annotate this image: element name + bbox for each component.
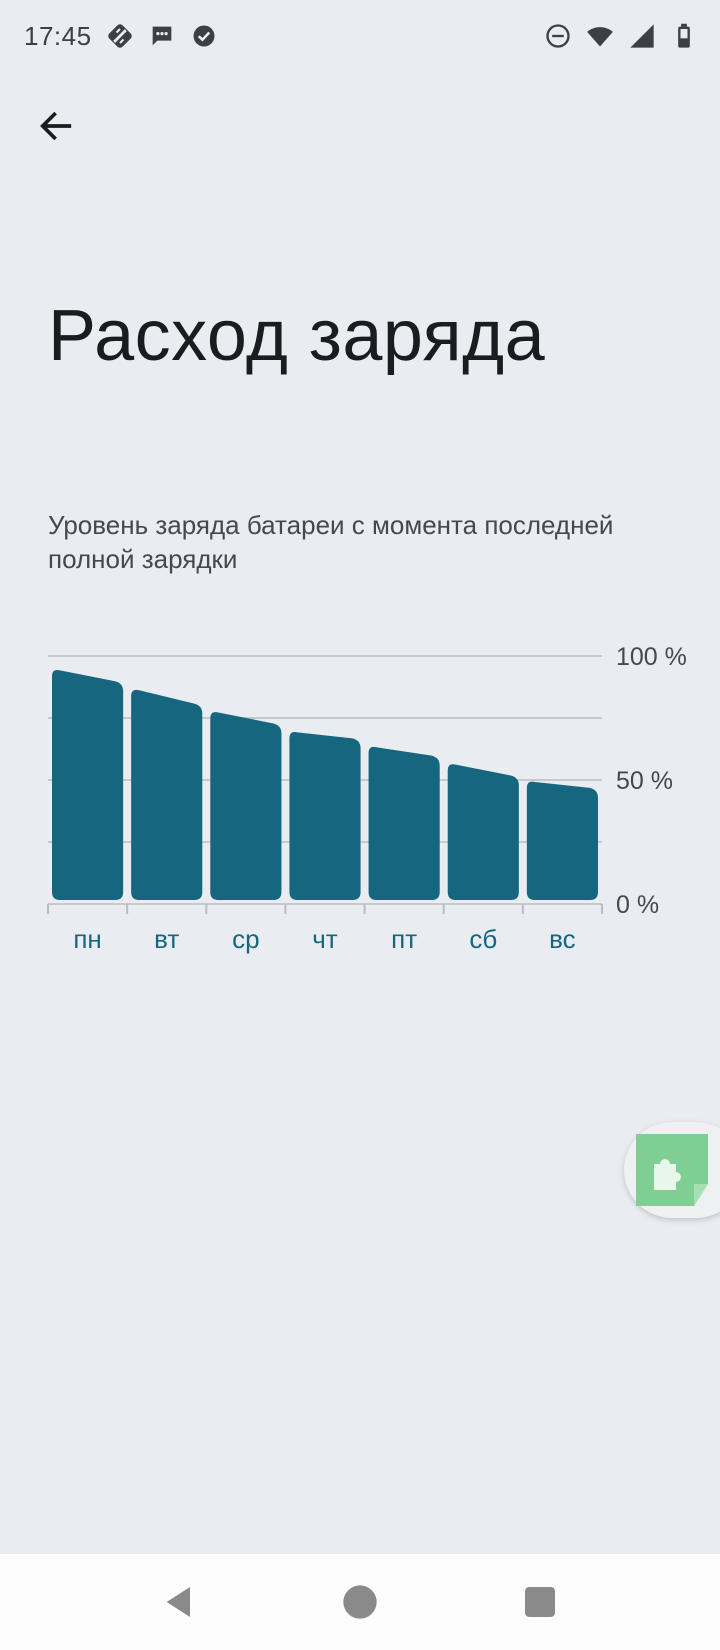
sync-off-icon — [106, 22, 134, 50]
wifi-icon — [586, 22, 614, 50]
x-category-label: пн — [73, 924, 101, 954]
system-nav-bar — [0, 1554, 720, 1650]
x-category-label: ср — [232, 924, 259, 954]
chart-subtitle: Уровень заряда батареи с момента последн… — [48, 510, 614, 574]
message-icon — [148, 22, 176, 50]
puzzle-extension-icon[interactable] — [636, 1134, 708, 1206]
chart-bar — [526, 781, 598, 900]
nav-home-button[interactable] — [334, 1576, 386, 1628]
y-tick-label: 0 % — [616, 891, 659, 919]
back-button[interactable] — [26, 96, 86, 156]
x-category-label: вс — [549, 924, 576, 954]
x-category-label: чт — [312, 924, 338, 954]
status-bar: 17:45 — [0, 0, 720, 72]
battery-chart-svg: 100 % 50 % 0 % пн вт ср чт пт сб вс — [47, 643, 687, 954]
check-circle-icon — [190, 22, 218, 50]
nav-back-button[interactable] — [154, 1576, 206, 1628]
recents-square-icon — [525, 1587, 555, 1617]
page-title: Расход заряда — [48, 296, 546, 376]
do-not-disturb-icon — [544, 22, 572, 50]
x-category-label: вт — [154, 924, 179, 954]
nav-recents-button[interactable] — [514, 1576, 566, 1628]
status-right — [544, 22, 698, 50]
chart-bar — [52, 670, 124, 900]
home-circle-icon — [343, 1585, 377, 1619]
chart-bar — [447, 764, 519, 900]
chart-bar — [289, 732, 361, 900]
battery-usage-chart: 100 % 50 % 0 % пн вт ср чт пт сб вс — [0, 620, 720, 960]
x-category-label: пт — [391, 924, 417, 954]
arrow-back-icon — [40, 111, 72, 141]
battery-icon — [670, 22, 698, 50]
y-tick-label: 50 % — [616, 767, 673, 795]
chart-bar — [368, 746, 440, 900]
chart-bar — [131, 689, 203, 900]
x-category-label: сб — [469, 924, 497, 954]
status-clock: 17:45 — [24, 20, 92, 51]
chart-bar — [210, 712, 282, 900]
cellular-signal-icon — [628, 22, 656, 50]
back-triangle-icon — [166, 1587, 190, 1617]
y-tick-label: 100 % — [616, 643, 687, 671]
status-left: 17:45 — [24, 21, 218, 52]
